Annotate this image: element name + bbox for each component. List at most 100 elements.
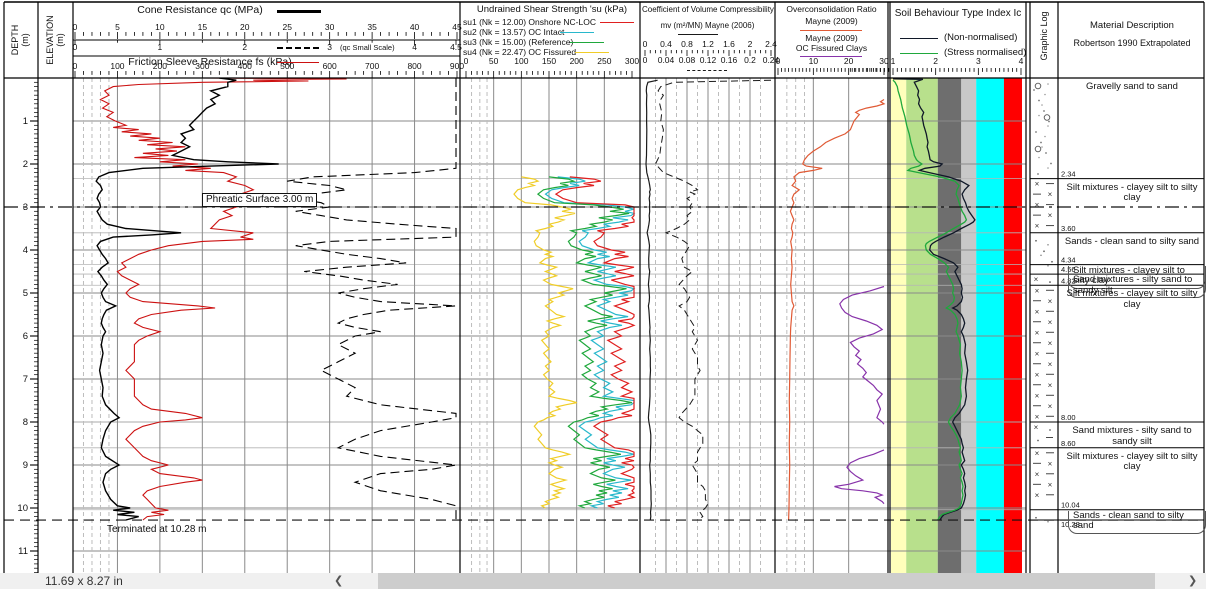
elevation-unit: (m) [55,33,65,47]
sbt-bands [891,78,1022,573]
svg-text:0.2: 0.2 [744,55,756,65]
svg-text:200: 200 [153,61,167,71]
svg-text:×: × [1035,222,1040,231]
svg-text:30: 30 [325,22,335,32]
svg-text:×: × [1035,286,1040,295]
ocr-legend-fissured-2: OC Fissured Clays [795,43,868,53]
horizontal-scrollbar-thumb[interactable] [378,573,1155,589]
svg-text:0: 0 [464,56,469,66]
sbt-norm-legend-line [900,53,938,54]
svg-text:3: 3 [23,202,28,213]
svg-text:×: × [1048,297,1053,306]
su-legend-2: su2 (Nk = 13.57) OC Intact [463,27,565,37]
svg-text:4: 4 [412,42,417,52]
svg-text:0: 0 [776,56,781,66]
svg-text:10: 10 [809,56,819,66]
su4-legend-line [575,52,609,53]
ocr-mayne-legend-line [800,30,862,31]
svg-text:×: × [1035,328,1040,337]
svg-text:0: 0 [643,39,648,49]
svg-text:150: 150 [542,56,556,66]
svg-text:0: 0 [643,55,648,65]
svg-text:×: × [1035,201,1040,210]
svg-text:1.2: 1.2 [702,39,714,49]
material-layer-description: Sands - clean sand to silty sand [1064,235,1200,247]
series-overconsolidation-ratio [788,98,886,521]
series-volume-compressibility [645,79,772,521]
svg-text:2.34: 2.34 [1061,170,1076,179]
mv-small-legend-line [687,70,727,71]
svg-text:1: 1 [23,116,28,127]
svg-text:0.24: 0.24 [763,55,780,65]
status-bar: 11.69 x 8.27 in ❮ ❯ [0,573,1206,589]
svg-text:35: 35 [367,22,377,32]
svg-text:800: 800 [407,61,421,71]
ocr-fissured-legend-line [800,56,862,57]
depth-unit: (m) [20,33,30,47]
ocr-legend-fissured-1: Mayne (2009) [805,33,858,43]
svg-text:8.60: 8.60 [1061,439,1076,448]
depth-title: DEPTH [10,24,20,56]
svg-text:400: 400 [238,61,252,71]
ocr-title: Overconsolidation Ratio [786,4,877,14]
depth-ruler: 1 2 3 4 5 6 7 8 9 10 11 [17,81,38,573]
svg-text:10.04: 10.04 [1061,501,1080,510]
header-scales: 0 5 10 15 20 25 30 35 40 450 1 2 3 4 4.50 100 200 300 400 5… [73,22,1024,78]
svg-text:5: 5 [23,288,28,299]
sbt-raw-legend-line [900,38,938,39]
material-subtitle: Robertson 1990 Extrapolated [1073,38,1191,48]
svg-text:5: 5 [115,22,120,32]
svg-text:40: 40 [410,22,420,32]
series-cone-resistance [95,78,457,521]
svg-text:6: 6 [23,331,28,342]
svg-text:×: × [1048,190,1053,199]
sbt-raw-legend: (Non-normalised) [944,32,1018,43]
sbt-title: Soil Behaviour Type Index Ic [894,8,1022,19]
graphic-log-title: Graphic Log [1039,11,1049,61]
su-title: Undrained Shear Strength 'su (kPa) [476,4,628,15]
svg-text:×: × [1048,459,1053,468]
column-borders [3,1,1205,573]
svg-text:×: × [1034,423,1039,432]
svg-text:×: × [1048,318,1053,327]
svg-text:20: 20 [844,56,854,66]
scroll-left-icon[interactable]: ❮ [334,575,344,587]
svg-text:0.04: 0.04 [658,55,675,65]
svg-text:×: × [1048,211,1053,220]
annotation-lines [4,206,1204,521]
friction-title: Friction Sleeve Resistance fs (kPa) [128,56,292,68]
svg-text:0.4: 0.4 [660,39,672,49]
mv-subtitle: mv (m²/MN) Mayne (2006) [660,21,755,30]
svg-text:300: 300 [195,61,209,71]
svg-text:×: × [1048,381,1053,390]
material-layer-description: Silt mixtures - clayey silt to silty cla… [1066,450,1198,473]
material-layer-description: Silt mixtures - clayey silt to silty cla… [1066,181,1198,204]
svg-text:×: × [1035,470,1040,479]
svg-text:2: 2 [242,42,247,52]
scroll-right-icon[interactable]: ❯ [1188,575,1198,587]
material-layer-description: Silt mixtures - clayey silt to silty cla… [1066,288,1198,310]
svg-text:0.08: 0.08 [679,55,696,65]
series-soil-behaviour-type [892,78,976,521]
friction-legend-line [277,62,319,63]
svg-text:200: 200 [570,56,584,66]
phreatic-surface-label: Phreatic Surface 3.00 m [202,193,318,207]
svg-text:×: × [1035,307,1040,316]
svg-text:×: × [1035,370,1040,379]
svg-text:×: × [1048,360,1053,369]
svg-text:2: 2 [23,159,28,170]
material-title: Material Description [1090,20,1174,31]
material-layer-description: Sands - clean sand to silty sand [1068,510,1206,534]
svg-text:8: 8 [23,417,28,428]
svg-text:×: × [1035,491,1040,500]
svg-text:0: 0 [73,61,78,71]
svg-text:20: 20 [240,22,250,32]
mv-legend-line [678,34,718,35]
svg-text:9: 9 [23,460,28,471]
svg-text:2: 2 [933,56,938,66]
cone-small-scale-legend-line [277,47,319,49]
svg-text:×: × [1035,412,1040,421]
svg-text:0.16: 0.16 [721,55,738,65]
svg-text:250: 250 [597,56,611,66]
